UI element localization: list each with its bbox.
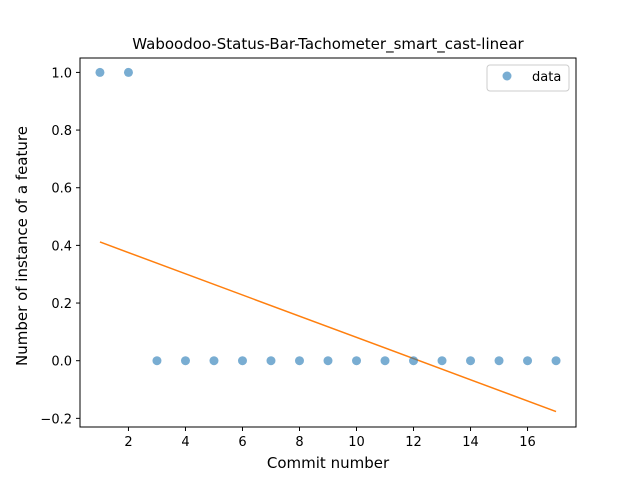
y-axis: −0.2 0.0 0.2 0.4 0.6 0.8 1.0: [40, 66, 80, 427]
data-point: [152, 356, 162, 366]
plot-area: [80, 58, 576, 427]
x-axis-label: Commit number: [267, 454, 390, 472]
x-tick-label: 2: [124, 435, 132, 450]
regression-line-layer: [99, 241, 557, 413]
legend-box: [486, 64, 570, 92]
data-point: [352, 356, 362, 366]
data-point: [380, 356, 390, 366]
data-point: [523, 356, 533, 366]
legend-label-data: data: [532, 70, 561, 85]
data-point: [180, 356, 190, 366]
x-tick-label: 8: [295, 435, 303, 450]
y-tick-label: 0.6: [51, 182, 72, 197]
plot-frame: [79, 57, 577, 428]
x-tick-label: 4: [181, 435, 189, 450]
y-axis-label: Number of instance of a feature: [13, 126, 31, 366]
y-tick-label: −0.2: [40, 412, 72, 427]
data-point: [294, 356, 304, 366]
legend-marker-data: [502, 71, 512, 81]
data-point: [95, 67, 105, 77]
y-tick-label: 0.0: [51, 355, 72, 370]
y-tick-label: 0.2: [51, 297, 72, 312]
data-points-layer: [95, 67, 561, 366]
x-axis: 2 4 6 8 10 12 14 16: [124, 427, 536, 450]
regression-line: [99, 241, 557, 413]
y-tick-label: 0.8: [51, 124, 72, 139]
data-point: [209, 356, 219, 366]
x-tick-label: 10: [348, 435, 365, 450]
x-tick-label: 14: [462, 435, 479, 450]
y-tick-label: 1.0: [51, 66, 72, 81]
data-point: [323, 356, 333, 366]
x-tick-label: 6: [238, 435, 246, 450]
data-point: [494, 356, 504, 366]
data-point: [123, 67, 133, 77]
data-point: [551, 356, 561, 366]
x-tick-label: 16: [519, 435, 536, 450]
data-point: [437, 356, 447, 366]
y-tick-label: 0.4: [51, 239, 72, 254]
data-point: [237, 356, 247, 366]
data-point: [266, 356, 276, 366]
x-tick-label: 12: [405, 435, 422, 450]
data-point: [466, 356, 476, 366]
chart-title: Waboodoo-Status-Bar-Tachometer_smart_cas…: [132, 35, 524, 54]
data-point: [409, 356, 419, 366]
legend: data: [486, 64, 570, 92]
